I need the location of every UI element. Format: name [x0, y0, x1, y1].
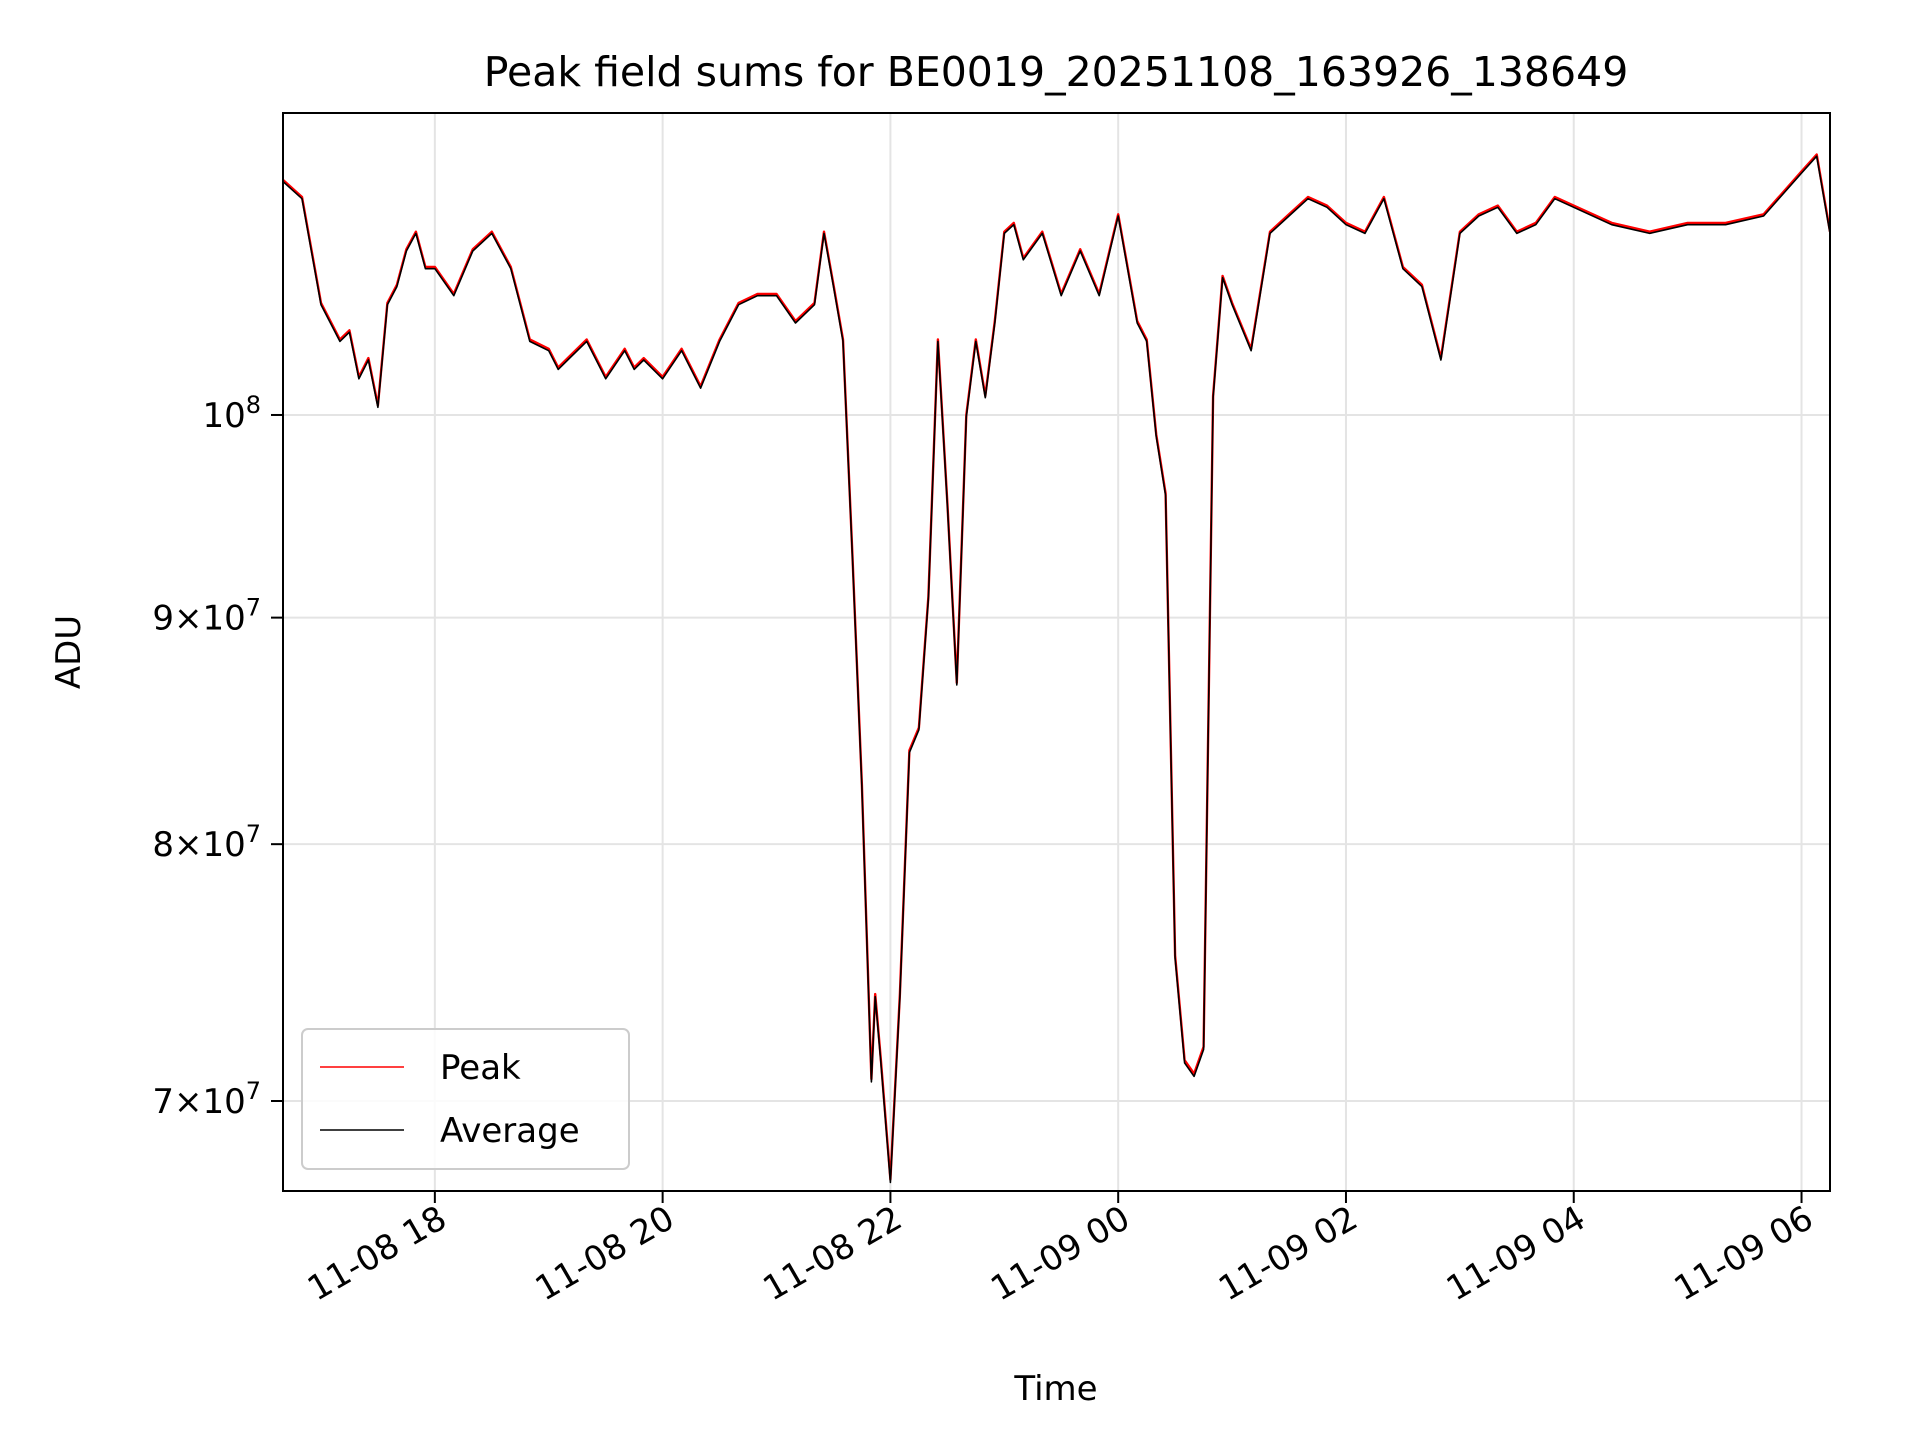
y-tick-exponent: 8 [246, 391, 261, 419]
y-tick-times: ×10 [174, 825, 246, 865]
y-tick-label: 108 [202, 391, 261, 436]
plot-frame [282, 112, 1831, 1192]
legend-label-peak: Peak [440, 1048, 521, 1088]
x-axis-title: Time [1013, 1369, 1097, 1409]
y-tick-base: 10 [202, 396, 245, 436]
y-tick-mantissa: 7 [152, 1082, 174, 1122]
y-tick-mantissa: 9 [152, 599, 174, 639]
grid [283, 113, 1830, 1191]
legend-box [301, 1028, 630, 1170]
y-tick-label: 8×107 [152, 820, 261, 865]
series-line-average [283, 155, 1830, 1184]
y-tick-mantissa: 8 [152, 825, 174, 865]
y-tick-label: 9×107 [152, 594, 261, 639]
y-axis-title: ADU [49, 615, 89, 689]
y-tick-times: ×10 [174, 599, 246, 639]
y-tick-exponent: 7 [246, 1077, 261, 1105]
y-tick-times: ×10 [174, 1082, 246, 1122]
series-lines [283, 153, 1830, 1184]
legend: Peak Average [301, 1028, 630, 1170]
y-tick-exponent: 7 [246, 594, 261, 622]
chart-title: Peak field sums for BE0019_20251108_1639… [484, 48, 1629, 96]
y-tick-exponent: 7 [246, 820, 261, 848]
legend-label-average: Average [440, 1111, 580, 1151]
y-tick-label: 7×107 [152, 1077, 261, 1122]
